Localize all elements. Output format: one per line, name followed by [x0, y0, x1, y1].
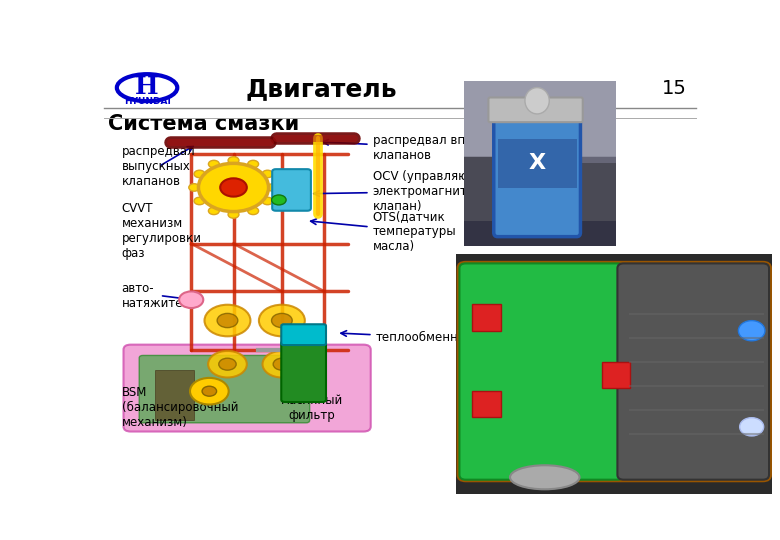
Circle shape [194, 170, 205, 178]
FancyBboxPatch shape [286, 342, 320, 363]
FancyBboxPatch shape [463, 79, 618, 157]
Circle shape [198, 163, 268, 212]
Text: OCV (управляющий
электромагнитный
клапан): OCV (управляющий электромагнитный клапан… [314, 170, 495, 213]
Bar [464, 81, 510, 147]
Ellipse shape [510, 465, 580, 489]
Text: Система смазки: Система смазки [108, 114, 300, 134]
Circle shape [248, 207, 259, 214]
Bar [601, 362, 630, 388]
Circle shape [739, 321, 765, 341]
Circle shape [217, 313, 238, 328]
Circle shape [220, 178, 246, 197]
Text: 15: 15 [662, 79, 687, 98]
FancyBboxPatch shape [282, 341, 326, 402]
FancyBboxPatch shape [272, 169, 311, 211]
Circle shape [525, 87, 549, 114]
Circle shape [208, 160, 219, 168]
Text: распредвал впускных
клапанов: распредвал впускных клапанов [323, 134, 509, 162]
Bar [563, 81, 616, 163]
Circle shape [262, 170, 273, 178]
Bar [472, 391, 501, 417]
Circle shape [263, 351, 301, 377]
FancyBboxPatch shape [282, 324, 326, 345]
Bar [498, 139, 576, 188]
Circle shape [208, 351, 246, 377]
Circle shape [204, 305, 250, 336]
Bar [155, 370, 194, 420]
Circle shape [739, 417, 764, 436]
FancyBboxPatch shape [123, 345, 370, 431]
Circle shape [273, 358, 291, 370]
Text: Двигатель: Двигатель [246, 77, 397, 101]
Text: OTS(датчик
температуры
масла): OTS(датчик температуры масла) [310, 210, 456, 253]
Circle shape [262, 197, 273, 205]
Text: масляный
фильтр: масляный фильтр [281, 379, 343, 422]
Text: H: H [135, 75, 159, 99]
Circle shape [189, 184, 200, 191]
Text: распредвал
выпускных
клапанов: распредвал выпускных клапанов [122, 145, 195, 188]
Circle shape [248, 160, 259, 168]
Circle shape [228, 211, 239, 218]
FancyBboxPatch shape [618, 264, 769, 480]
Circle shape [271, 313, 292, 328]
Bar [464, 221, 616, 246]
Circle shape [190, 378, 229, 404]
Circle shape [271, 195, 286, 205]
Text: BSM
(балансировочный
механизм): BSM (балансировочный механизм) [122, 380, 238, 429]
Circle shape [268, 184, 278, 191]
Circle shape [208, 207, 219, 214]
Text: теплообменник: теплообменник [341, 330, 473, 343]
Circle shape [202, 386, 217, 396]
FancyBboxPatch shape [458, 262, 771, 481]
FancyBboxPatch shape [139, 355, 310, 423]
Circle shape [218, 358, 236, 370]
Text: X: X [529, 153, 546, 173]
Circle shape [179, 292, 204, 308]
FancyBboxPatch shape [494, 110, 580, 237]
FancyBboxPatch shape [488, 97, 583, 122]
Circle shape [194, 197, 205, 205]
Text: CVVT
механизм
регулировки
фаз: CVVT механизм регулировки фаз [122, 192, 209, 260]
Text: HYUNDAI: HYUNDAI [124, 97, 171, 106]
FancyBboxPatch shape [459, 264, 624, 480]
Circle shape [228, 157, 239, 164]
Bar [472, 304, 501, 330]
Circle shape [259, 305, 305, 336]
Text: авто-
натяжитель: авто- натяжитель [122, 281, 198, 309]
Ellipse shape [117, 74, 177, 101]
